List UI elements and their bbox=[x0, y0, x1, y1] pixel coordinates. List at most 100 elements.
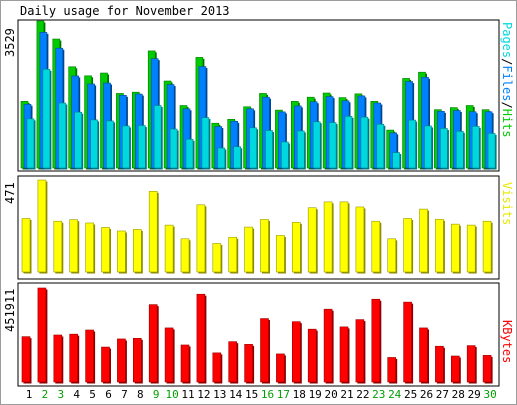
bar-kbytes-day-29 bbox=[466, 345, 476, 383]
bar-visits-day-18 bbox=[291, 222, 301, 273]
day-label-25: 25 bbox=[404, 388, 417, 401]
bar-visits-day-13 bbox=[212, 243, 222, 273]
day-label-21: 21 bbox=[340, 388, 353, 401]
bar-visits-day-30 bbox=[482, 220, 492, 273]
bar-kbytes-day-8 bbox=[133, 338, 142, 383]
bar-visits-day-23 bbox=[371, 220, 381, 273]
bar-pages-day-12 bbox=[201, 117, 210, 169]
legend-pages: Pages bbox=[500, 22, 514, 58]
bar-kbytes-day-25 bbox=[403, 301, 412, 383]
bar-kbytes-day-9 bbox=[148, 304, 158, 383]
day-label-4: 4 bbox=[73, 388, 80, 401]
bar-pages-day-15 bbox=[249, 127, 257, 169]
bar-pages-day-30 bbox=[487, 133, 496, 169]
day-labels: 1 2 3 4 5 6 7 8 9 10 11 12 13 14 15 16 17 18 19 20 21 22 23 24 2… bbox=[26, 388, 497, 401]
day-label-19: 19 bbox=[309, 388, 322, 401]
bar-pages-day-18 bbox=[296, 130, 305, 169]
day-label-27: 27 bbox=[436, 388, 449, 401]
bar-pages-day-17 bbox=[281, 141, 289, 169]
visits-bars bbox=[21, 179, 493, 274]
bar-visits-day-28 bbox=[450, 223, 460, 273]
day-label-16: 16 bbox=[261, 388, 274, 401]
bar-pages-day-8 bbox=[138, 125, 146, 169]
bar-kbytes-day-1 bbox=[21, 336, 31, 383]
bar-visits-day-5 bbox=[85, 222, 94, 273]
bar-visits-day-7 bbox=[117, 230, 126, 273]
bar-kbytes-day-21 bbox=[339, 326, 349, 383]
bar-visits-day-3 bbox=[53, 220, 63, 273]
bar-kbytes-day-6 bbox=[101, 346, 110, 383]
bar-pages-day-9 bbox=[153, 105, 162, 169]
bar-kbytes-day-20 bbox=[323, 308, 333, 383]
bar-visits-day-22 bbox=[355, 206, 365, 273]
bar-visits-day-8 bbox=[133, 229, 142, 273]
day-label-22: 22 bbox=[356, 388, 369, 401]
bar-pages-day-28 bbox=[455, 131, 464, 169]
bar-pages-day-20 bbox=[328, 122, 337, 169]
bar-visits-day-15 bbox=[244, 226, 253, 273]
bar-pages-day-10 bbox=[169, 128, 178, 169]
bar-kbytes-day-17 bbox=[276, 353, 285, 383]
bar-visits-day-17 bbox=[276, 235, 285, 273]
bar-visits-day-6 bbox=[101, 227, 110, 273]
bar-pages-day-6 bbox=[106, 120, 114, 169]
bar-pages-day-24 bbox=[392, 152, 401, 169]
bar-kbytes-day-7 bbox=[117, 338, 126, 383]
bar-pages-day-19 bbox=[312, 121, 321, 169]
bar-visits-day-24 bbox=[387, 238, 397, 273]
day-label-30: 30 bbox=[483, 388, 496, 401]
day-label-14: 14 bbox=[229, 388, 243, 401]
bar-pages-day-1 bbox=[26, 118, 35, 169]
bar-kbytes-day-18 bbox=[291, 321, 301, 383]
bar-kbytes-day-27 bbox=[435, 345, 444, 383]
day-label-3: 3 bbox=[57, 388, 64, 401]
day-label-12: 12 bbox=[197, 388, 210, 401]
bar-pages-day-7 bbox=[122, 125, 130, 169]
day-label-11: 11 bbox=[181, 388, 194, 401]
day-label-24: 24 bbox=[388, 388, 402, 401]
day-label-9: 9 bbox=[153, 388, 160, 401]
bar-kbytes-day-13 bbox=[212, 352, 222, 383]
legend-visits: Visits bbox=[500, 182, 514, 225]
bar-visits-day-2 bbox=[37, 179, 47, 273]
bar-pages-day-3 bbox=[58, 102, 67, 169]
day-label-18: 18 bbox=[293, 388, 306, 401]
bar-visits-day-4 bbox=[69, 219, 78, 273]
panel-kbytes-frame bbox=[17, 282, 500, 387]
bar-kbytes-day-2 bbox=[37, 287, 47, 383]
legend-hits: Hits bbox=[500, 109, 514, 138]
day-label-2: 2 bbox=[42, 388, 49, 401]
bar-visits-day-14 bbox=[228, 236, 237, 273]
day-label-5: 5 bbox=[89, 388, 96, 401]
bar-pages-day-26 bbox=[424, 125, 432, 169]
bar-kbytes-day-10 bbox=[164, 327, 174, 383]
bar-pages-day-2 bbox=[42, 68, 51, 169]
day-label-28: 28 bbox=[452, 388, 465, 401]
bar-kbytes-day-4 bbox=[69, 333, 78, 383]
kbytes-max-label: 451911 bbox=[3, 289, 17, 332]
day-label-7: 7 bbox=[121, 388, 128, 401]
bar-pages-day-21 bbox=[344, 116, 353, 169]
bar-kbytes-day-16 bbox=[260, 318, 269, 383]
bar-kbytes-day-15 bbox=[244, 344, 253, 383]
bar-visits-day-19 bbox=[307, 207, 317, 273]
bar-kbytes-day-11 bbox=[180, 344, 190, 383]
bar-visits-day-9 bbox=[148, 191, 158, 273]
visits-max-label: 471 bbox=[3, 182, 17, 204]
panel-visits-frame bbox=[17, 175, 500, 280]
bar-visits-day-10 bbox=[164, 224, 174, 273]
bar-kbytes-day-14 bbox=[228, 341, 237, 383]
bar-kbytes-day-28 bbox=[450, 355, 460, 383]
day-label-6: 6 bbox=[105, 388, 112, 401]
bar-pages-day-25 bbox=[408, 119, 416, 169]
bar-pages-day-11 bbox=[185, 138, 194, 169]
bar-kbytes-day-12 bbox=[196, 293, 206, 383]
bar-kbytes-day-3 bbox=[53, 334, 63, 383]
legend-pages-files-hits: Pages/Files/Hits bbox=[500, 22, 514, 138]
bar-kbytes-day-19 bbox=[307, 328, 317, 383]
day-label-23: 23 bbox=[372, 388, 385, 401]
bar-kbytes-day-26 bbox=[419, 327, 428, 383]
bar-visits-day-12 bbox=[196, 204, 206, 273]
bar-visits-day-20 bbox=[323, 201, 333, 273]
